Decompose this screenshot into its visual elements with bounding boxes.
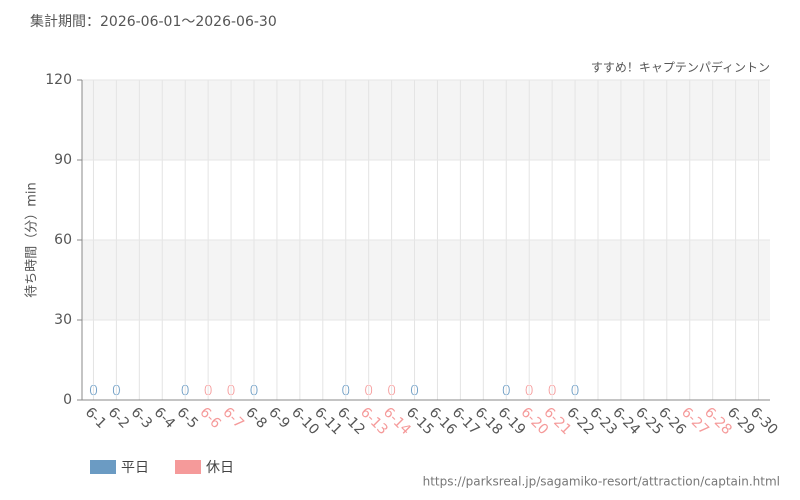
data-label: 0 <box>203 382 213 400</box>
y-axis-label: 待ち時間（分）min <box>25 182 40 298</box>
data-label: 0 <box>501 382 511 400</box>
data-label: 0 <box>249 382 259 400</box>
data-label: 0 <box>524 382 534 400</box>
data-label: 0 <box>547 382 557 400</box>
legend-swatch <box>175 460 201 474</box>
data-label: 0 <box>112 382 122 400</box>
y-tick-label: 0 <box>63 392 72 408</box>
legend-label: 休日 <box>206 460 234 476</box>
legend-label: 平日 <box>121 460 149 476</box>
x-tick-label: 6-6 <box>196 404 224 432</box>
y-tick-label: 30 <box>54 312 72 328</box>
data-label: 0 <box>341 382 351 400</box>
data-label: 0 <box>387 382 397 400</box>
x-tick-label: 6-1 <box>82 404 109 431</box>
x-tick-label: 6-7 <box>219 404 246 431</box>
x-tick-label: 6-3 <box>128 404 155 431</box>
legend-swatch <box>90 460 116 474</box>
x-tick-label: 6-5 <box>174 404 201 431</box>
x-tick-label: 6-2 <box>105 404 132 431</box>
plot-band <box>82 240 770 320</box>
y-tick-label: 60 <box>54 232 72 248</box>
data-label: 0 <box>570 382 580 400</box>
data-label: 0 <box>364 382 374 400</box>
y-tick-label: 120 <box>45 72 72 88</box>
y-tick-label: 90 <box>54 152 72 168</box>
data-label: 0 <box>410 382 420 400</box>
x-tick-label: 6-8 <box>242 404 269 431</box>
x-tick-label: 6-9 <box>265 404 292 431</box>
data-label: 0 <box>226 382 236 400</box>
chart-subtitle: すすめ！キャプテンパディントン <box>591 60 770 75</box>
chart-title: 集計期間：2026-06-01～2026-06-30 <box>30 13 277 30</box>
data-label: 0 <box>89 382 99 400</box>
data-label: 0 <box>180 382 190 400</box>
plot-band <box>82 80 770 160</box>
source-url: https://parksreal.jp/sagamiko-resort/att… <box>423 475 780 489</box>
x-tick-label: 6-4 <box>151 404 179 432</box>
